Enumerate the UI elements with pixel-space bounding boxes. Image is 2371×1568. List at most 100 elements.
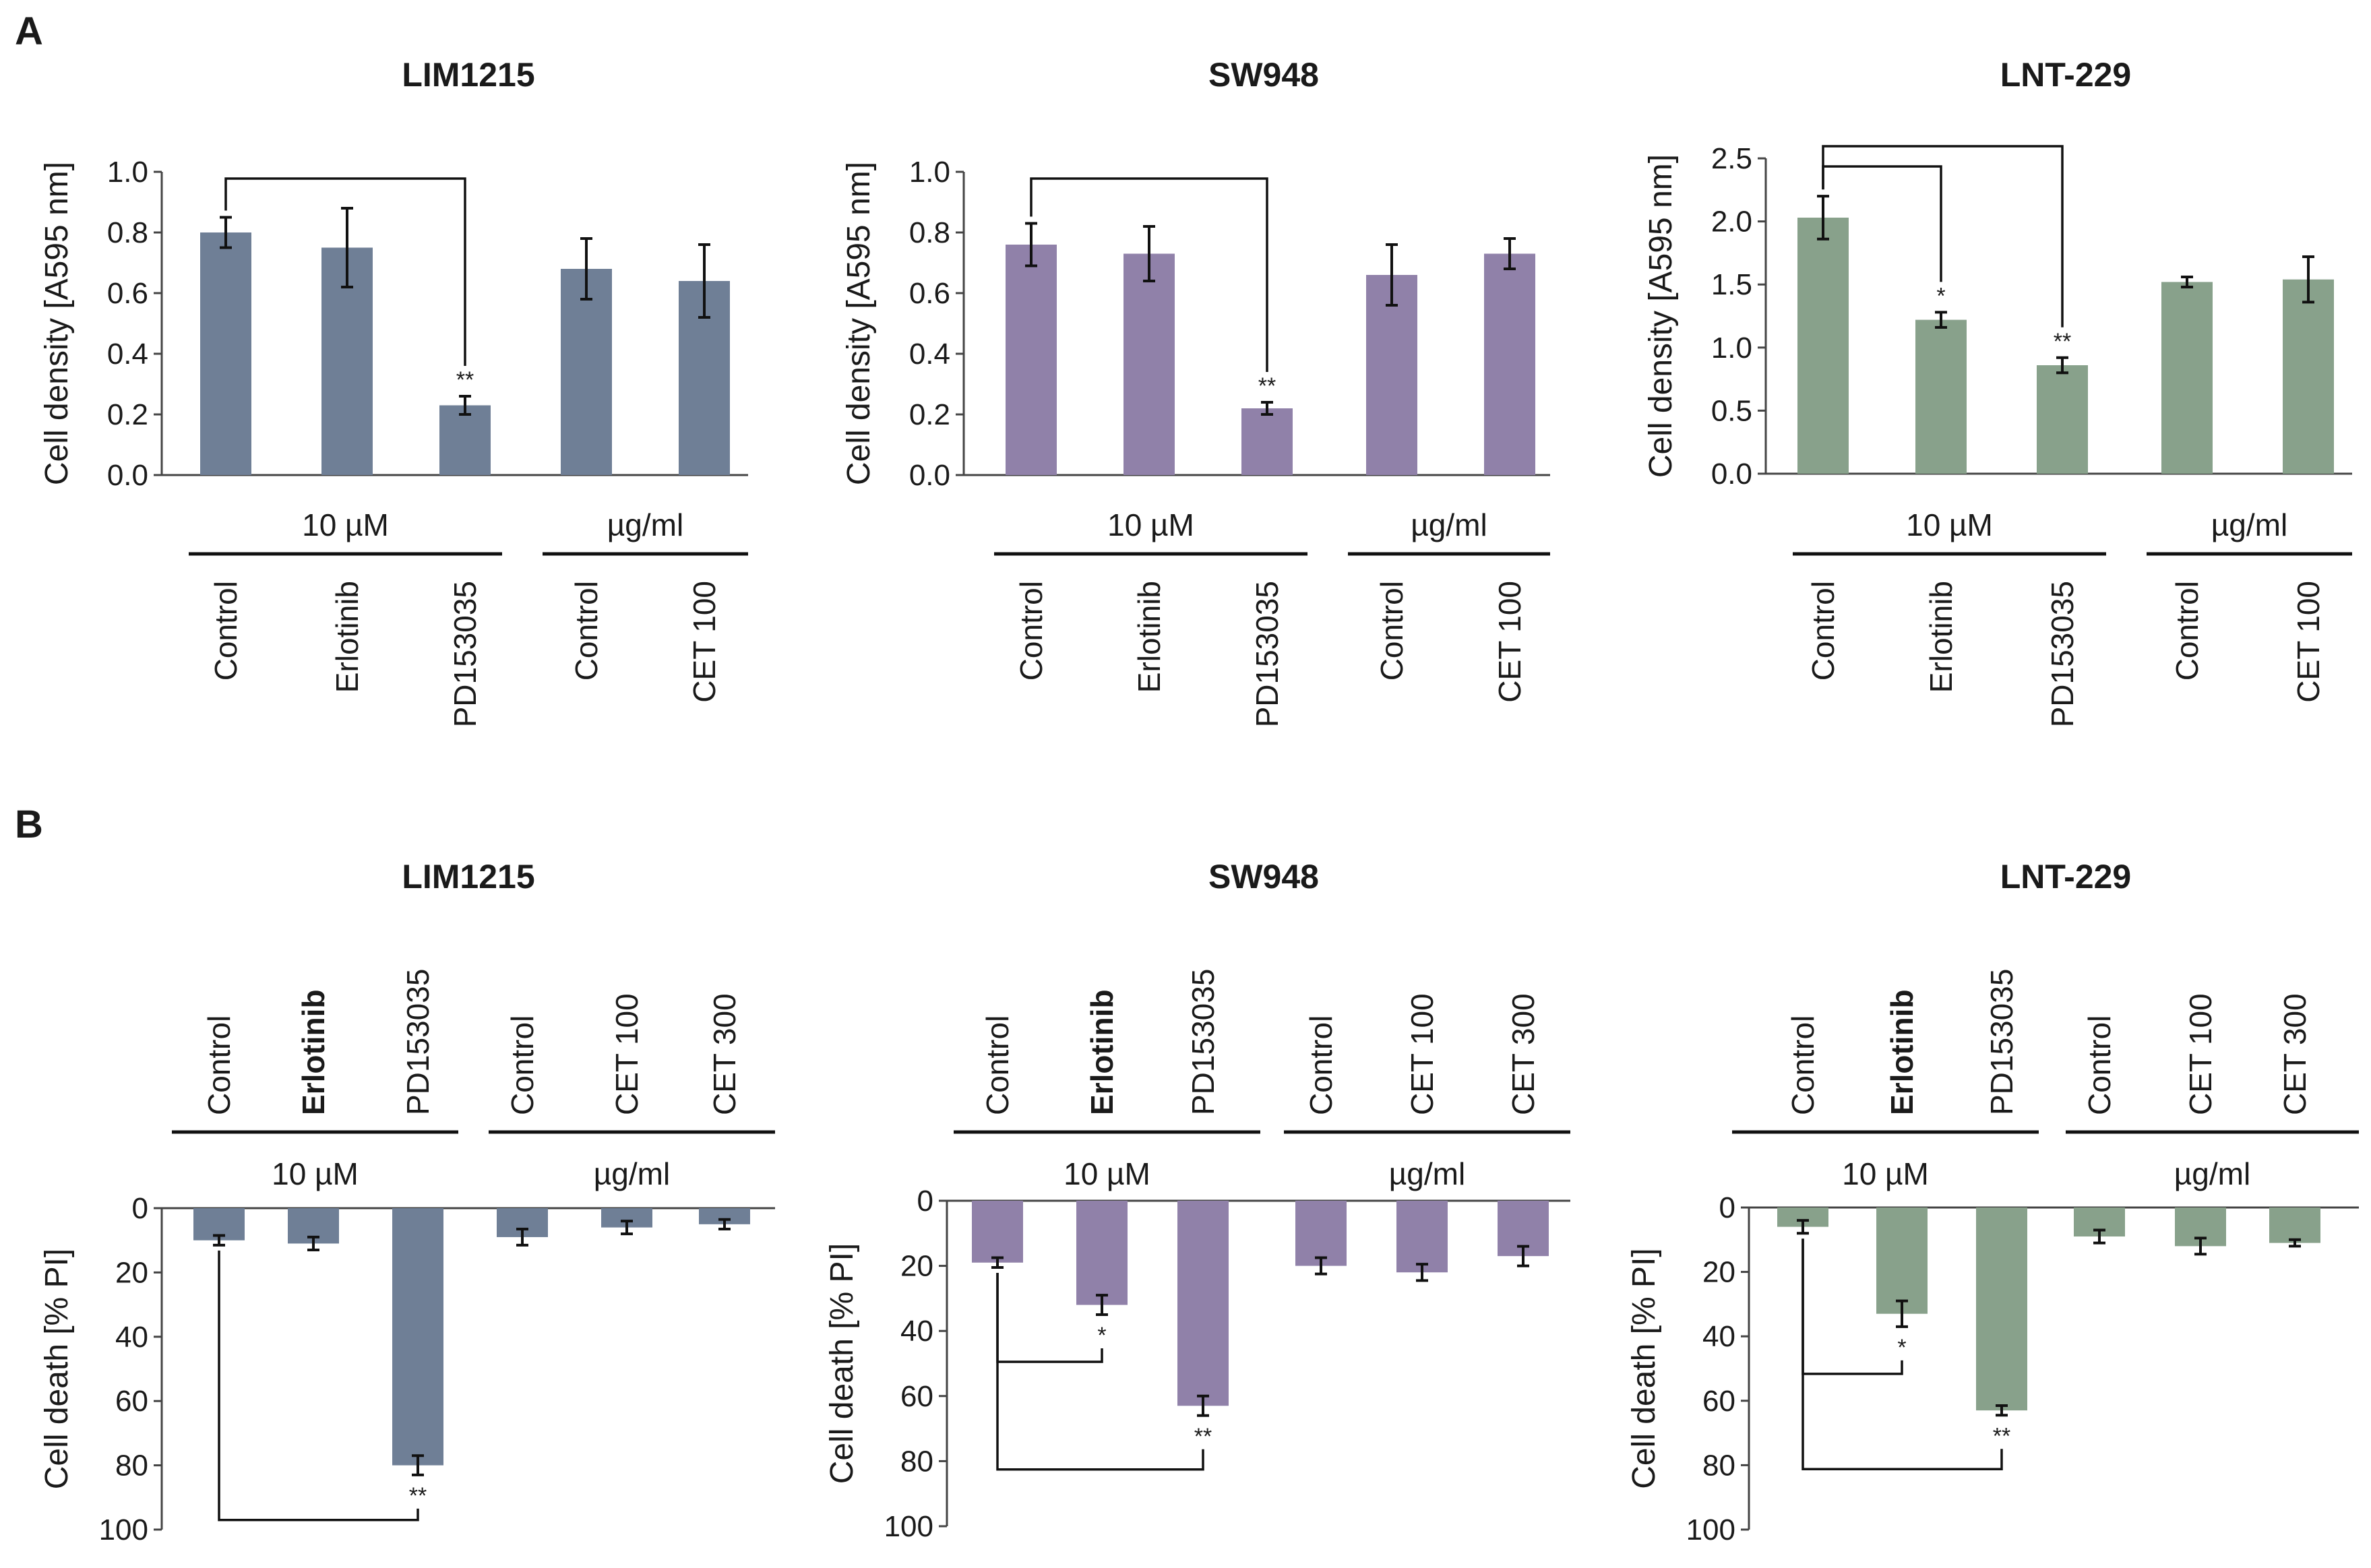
significance-label: *: [1936, 283, 1945, 309]
y-tick-label: 0.2: [107, 398, 148, 431]
category-label: CET 100: [687, 581, 722, 703]
category-label: PD153035: [1984, 969, 2019, 1115]
y-tick-label: 80: [115, 1449, 148, 1482]
category-label: Control: [1785, 1015, 1820, 1115]
bar: [1006, 245, 1057, 475]
y-tick-label: 20: [115, 1256, 148, 1289]
significance-label: *: [1897, 1335, 1906, 1360]
category-label: PD153035: [400, 969, 435, 1115]
y-tick-label: 0.6: [909, 277, 950, 310]
category-label: CET 100: [609, 993, 644, 1115]
y-axis-label: Cell death [% PI]: [1626, 1248, 1662, 1489]
category-label: CET 100: [1492, 581, 1527, 703]
bar: [561, 269, 612, 475]
y-tick-label: 40: [115, 1321, 148, 1354]
significance-label: **: [1993, 1423, 2010, 1449]
y-tick-label: 0.2: [909, 398, 950, 431]
y-tick-label: 60: [115, 1385, 148, 1418]
y-tick-label: 0: [917, 1185, 933, 1218]
significance-label: **: [2054, 329, 2071, 354]
bar: [1797, 217, 1849, 474]
chart-title: SW948: [1208, 858, 1319, 896]
y-tick-label: 1.0: [107, 156, 148, 189]
group-label: µg/ml: [2211, 507, 2287, 542]
category-label: Control: [1806, 581, 1841, 681]
category-label: Control: [1014, 581, 1049, 681]
y-tick-label: 0.8: [107, 216, 148, 249]
y-tick-label: 0: [1719, 1191, 1735, 1224]
category-label: Control: [2082, 1015, 2117, 1115]
group-label: 10 µM: [272, 1156, 359, 1191]
y-tick-label: 40: [900, 1315, 933, 1348]
group-label: µg/ml: [594, 1156, 670, 1191]
chart-b-0: LIM1215 Control Erlotinib PD153035 Control CE…: [39, 858, 775, 1546]
chart-title: SW948: [1208, 56, 1319, 94]
group-label: µg/ml: [2174, 1156, 2250, 1191]
significance-bracket: [1802, 1238, 2003, 1471]
bar: [1366, 275, 1417, 475]
y-tick-label: 20: [1702, 1256, 1735, 1289]
y-tick-label: 2.5: [1711, 142, 1752, 175]
bar: [2037, 365, 2088, 474]
category-label: Erlotinib: [1923, 581, 1959, 693]
y-tick-label: 100: [99, 1513, 148, 1546]
bar: [1177, 1201, 1229, 1406]
significance-bracket: [996, 1273, 1204, 1471]
bar: [1241, 408, 1293, 475]
y-axis-label: Cell density [A595 nm]: [1643, 154, 1679, 478]
significance-label: **: [409, 1483, 427, 1509]
group-label: µg/ml: [1389, 1156, 1465, 1191]
significance-label: **: [456, 367, 474, 393]
group-label: 10 µM: [1842, 1156, 1929, 1191]
category-label: CET 300: [2277, 993, 2312, 1115]
category-label: Erlotinib: [330, 581, 365, 693]
category-label: Control: [202, 1015, 237, 1115]
chart-title: LIM1215: [402, 858, 534, 896]
y-tick-label: 60: [1702, 1385, 1735, 1418]
chart-a-1: SW948 0.0 0.2 0.4 0.6 0.8 1.0 Cell density [A59…: [841, 56, 1550, 727]
panel-a-label: A: [15, 9, 43, 53]
bar: [1076, 1201, 1128, 1305]
y-tick-label: 60: [900, 1380, 933, 1413]
y-tick-label: 0.5: [1711, 394, 1752, 427]
charts-group: LIM1215 0.0 0.2 0.4 0.6 0.8 1.0 Cell density [A…: [39, 56, 2359, 1546]
bar: [1915, 319, 1967, 474]
y-tick-label: 20: [900, 1250, 933, 1283]
y-tick-label: 0.0: [1711, 458, 1752, 491]
y-axis-label: Cell death [% PI]: [824, 1243, 860, 1484]
y-tick-label: 0.4: [107, 338, 148, 371]
bar: [1295, 1201, 1347, 1266]
y-tick-label: 0.8: [909, 216, 950, 249]
significance-bracket: [1822, 165, 1942, 282]
y-tick-label: 100: [884, 1510, 933, 1543]
panel-b-label: B: [15, 803, 43, 846]
category-label: Erlotinib: [1084, 989, 1119, 1115]
y-axis-label: Cell density [A595 nm]: [841, 162, 877, 485]
bar: [699, 1208, 750, 1224]
category-label: Control: [1374, 581, 1409, 681]
chart-b-2: LNT-229 Control Erlotinib PD153035 Control CE…: [1626, 858, 2359, 1546]
y-tick-label: 80: [900, 1445, 933, 1478]
chart-b-1: SW948 Control Erlotinib PD153035 Control CET …: [824, 858, 1570, 1543]
category-label: Erlotinib: [296, 989, 331, 1115]
bar: [1484, 253, 1535, 475]
y-tick-label: 0: [132, 1192, 148, 1225]
category-label: Control: [569, 581, 604, 681]
category-label: PD153035: [1186, 969, 1221, 1115]
category-label: Control: [2169, 581, 2205, 681]
group-label: µg/ml: [1411, 507, 1487, 542]
y-tick-label: 0.0: [107, 459, 148, 492]
category-label: PD153035: [448, 581, 483, 727]
y-tick-label: 100: [1686, 1513, 1735, 1546]
category-label: CET 100: [2291, 581, 2326, 703]
y-tick-label: 2.0: [1711, 206, 1752, 239]
category-label: PD153035: [2045, 581, 2080, 727]
bar: [2269, 1208, 2320, 1243]
y-tick-label: 0.0: [909, 459, 950, 492]
bar: [1396, 1201, 1448, 1273]
category-label: Erlotinib: [1884, 989, 1919, 1115]
category-label: CET 100: [1405, 993, 1440, 1115]
y-tick-label: 1.0: [1711, 332, 1752, 365]
y-tick-label: 0.4: [909, 338, 950, 371]
